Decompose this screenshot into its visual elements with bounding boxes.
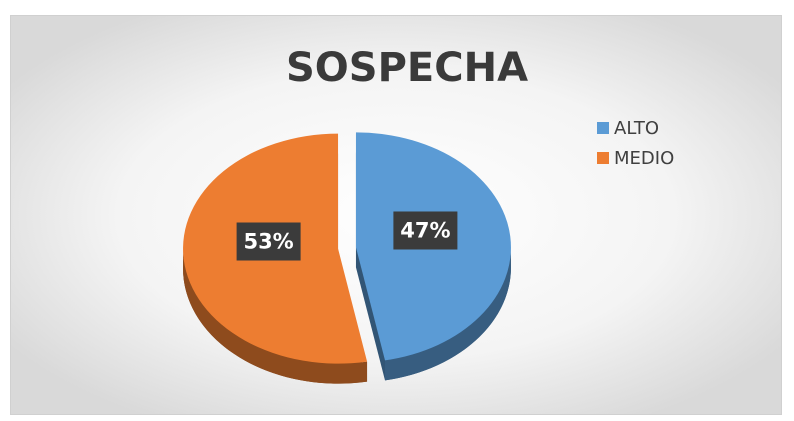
- legend-label: ALTO: [614, 118, 659, 139]
- pie: 47% 53%: [183, 132, 511, 384]
- legend-swatch: [597, 152, 609, 164]
- chart-title: SOSPECHA: [286, 45, 528, 91]
- legend-swatch: [597, 122, 609, 134]
- legend: ALTO MEDIO: [597, 118, 674, 169]
- data-label: 53%: [243, 230, 293, 254]
- data-label-box: [393, 211, 458, 250]
- slice-side: [183, 248, 368, 384]
- legend-label: MEDIO: [614, 148, 674, 169]
- slice-side: [385, 247, 511, 381]
- data-label-box: [236, 222, 301, 261]
- data-label: 47%: [400, 218, 450, 242]
